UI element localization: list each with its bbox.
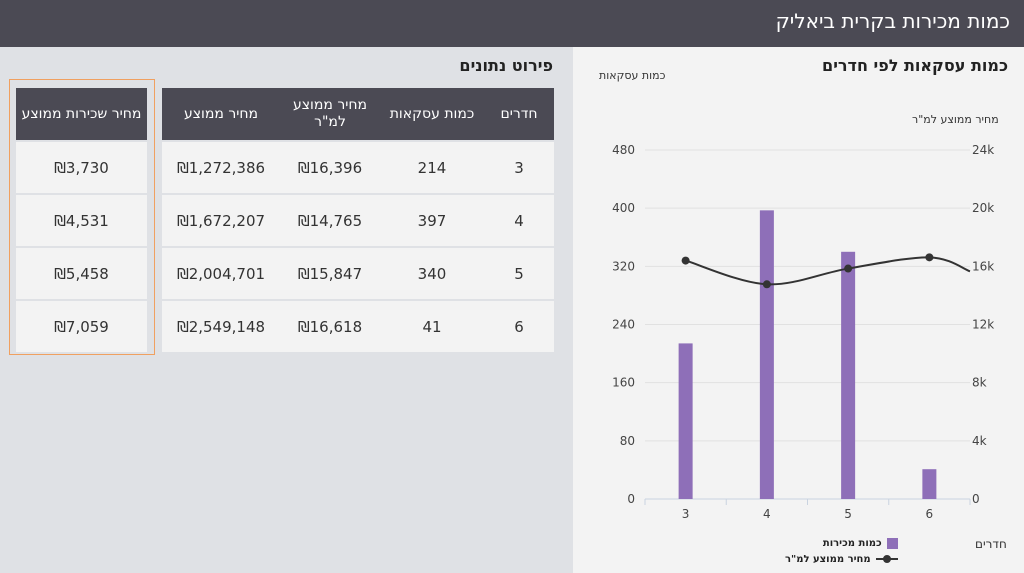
- cell-avg-sqm: ₪14,765: [280, 195, 380, 246]
- x-tick-label: 3: [682, 507, 690, 521]
- table-header-row: חדרים כמות עסקאות מחיר ממוצע למ"ר מחיר מ…: [162, 88, 554, 140]
- table-row: ₪7,059: [16, 301, 147, 352]
- cell-deals: 41: [380, 301, 484, 352]
- y-axis-title-left: כמות עסקאות: [599, 69, 666, 82]
- col-header-avg-price[interactable]: מחיר ממוצע: [162, 88, 280, 140]
- y2-tick-label: 0: [972, 492, 980, 506]
- legend-item-line[interactable]: מחיר ממוצע למ"ר: [785, 551, 898, 567]
- cell-deals: 397: [380, 195, 484, 246]
- cell-deals: 340: [380, 248, 484, 299]
- legend-label-line: מחיר ממוצע למ"ר: [785, 553, 871, 565]
- chart-section-title: כמות עסקאות לפי חדרים: [822, 56, 1008, 75]
- bar: [841, 251, 856, 499]
- cell-rooms: 3: [484, 142, 554, 193]
- axis-ticks: 0 80 160 240 320 400 480 0 4k 8k 12k 16k 20k 24k 3 4 5 6: [612, 143, 994, 521]
- cell-avg-rent: ₪5,458: [16, 248, 147, 299]
- line-series-path: [685, 256, 971, 286]
- chart-legend: כמות מכירות מחיר ממוצע למ"ר: [785, 535, 898, 567]
- legend-bar-swatch: [886, 537, 898, 549]
- cell-avg-rent: ₪7,059: [16, 301, 147, 352]
- cell-rooms: 4: [484, 195, 554, 246]
- cell-deals: 214: [380, 142, 484, 193]
- col-header-deals[interactable]: כמות עסקאות: [380, 88, 484, 140]
- cell-rooms: 5: [484, 248, 554, 299]
- x-tick-label: 5: [844, 507, 852, 521]
- chart-panel: [573, 47, 1024, 573]
- page-title: כמות מכירות בקרית ביאליק: [775, 9, 1010, 33]
- line-point: [681, 256, 690, 265]
- y-tick-label: 480: [612, 143, 635, 157]
- y2-tick-label: 8k: [972, 376, 987, 390]
- header-bar: כמות מכירות בקרית ביאליק: [0, 0, 1024, 47]
- cell-avg-price: ₪1,672,207: [162, 195, 280, 246]
- legend-line-swatch: [875, 554, 898, 564]
- y-tick-label: 400: [612, 201, 635, 215]
- y-tick-label: 320: [612, 259, 635, 273]
- bar: [678, 343, 693, 499]
- rent-table: מחיר שכירות ממוצע ₪3,730 ₪4,531 ₪5,458 ₪…: [16, 86, 147, 354]
- chart-svg: 0 80 160 240 320 400 480 0 4k 8k 12k 16k 20k 24k 3 4 5 6: [612, 143, 994, 521]
- y2-tick-label: 24k: [972, 143, 994, 157]
- x-tick-label: 6: [926, 507, 934, 521]
- table-row: ₪3,730: [16, 142, 147, 193]
- y-axis-title-right: מחיר ממוצע למ"ר: [912, 113, 999, 126]
- line-point: [762, 280, 771, 289]
- table-section-title: פירוט נתונים: [459, 56, 553, 75]
- cell-avg-price: ₪2,549,148: [162, 301, 280, 352]
- y-tick-label: 0: [627, 492, 635, 506]
- cell-avg-rent: ₪4,531: [16, 195, 147, 246]
- line-point: [925, 253, 934, 262]
- legend-item-bar[interactable]: כמות מכירות: [785, 535, 898, 551]
- y2-tick-label: 4k: [972, 434, 987, 448]
- table-row: 5 340 ₪15,847 ₪2,004,701: [162, 248, 554, 299]
- y2-tick-label: 20k: [972, 201, 994, 215]
- y2-tick-label: 16k: [972, 259, 994, 273]
- rent-table-selection-frame: [9, 79, 155, 355]
- col-header-avg-rent[interactable]: מחיר שכירות ממוצע: [16, 88, 147, 140]
- table-row: 3 214 ₪16,396 ₪1,272,386: [162, 142, 554, 193]
- bar: [922, 469, 937, 499]
- col-header-avg-sqm[interactable]: מחיר ממוצע למ"ר: [280, 88, 380, 140]
- table-row: 4 397 ₪14,765 ₪1,672,207: [162, 195, 554, 246]
- y2-tick-label: 12k: [972, 318, 994, 332]
- cell-avg-rent: ₪3,730: [16, 142, 147, 193]
- table-row: ₪4,531: [16, 195, 147, 246]
- cell-avg-sqm: ₪16,396: [280, 142, 380, 193]
- table-row: 6 41 ₪16,618 ₪2,549,148: [162, 301, 554, 352]
- legend-label-bar: כמות מכירות: [822, 537, 882, 549]
- cell-avg-price: ₪2,004,701: [162, 248, 280, 299]
- col-header-rooms[interactable]: חדרים: [484, 88, 554, 140]
- cell-avg-sqm: ₪15,847: [280, 248, 380, 299]
- table-header-row: מחיר שכירות ממוצע: [16, 88, 147, 140]
- cell-avg-price: ₪1,272,386: [162, 142, 280, 193]
- x-axis-title: חדרים: [975, 537, 1007, 551]
- bar: [759, 210, 774, 500]
- cell-rooms: 6: [484, 301, 554, 352]
- line-series: [681, 253, 971, 289]
- chart-grid: [644, 149, 971, 505]
- table-row: ₪5,458: [16, 248, 147, 299]
- cell-avg-sqm: ₪16,618: [280, 301, 380, 352]
- line-point: [844, 264, 853, 273]
- x-tick-label: 4: [763, 507, 771, 521]
- details-table: חדרים כמות עסקאות מחיר ממוצע למ"ר מחיר מ…: [162, 86, 554, 354]
- y-tick-label: 160: [612, 376, 635, 390]
- bar-series: [678, 210, 937, 500]
- y-tick-label: 80: [620, 434, 635, 448]
- y-tick-label: 240: [612, 318, 635, 332]
